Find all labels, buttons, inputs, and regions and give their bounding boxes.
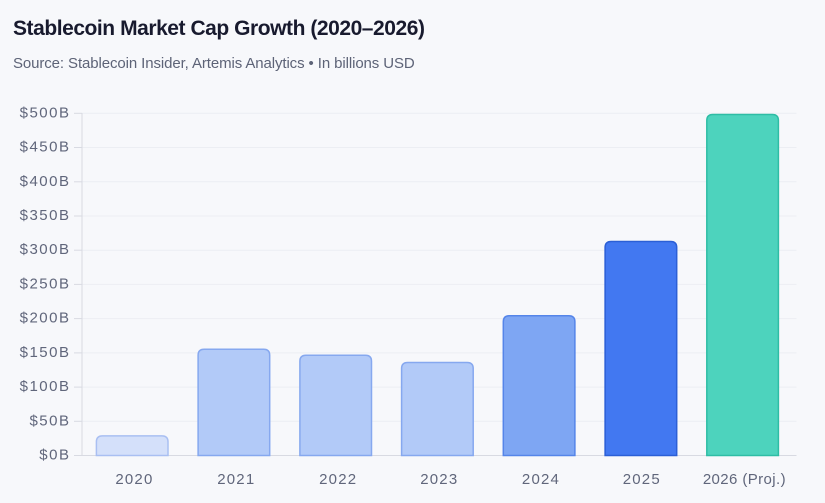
- svg-text:$300B: $300B: [20, 241, 71, 258]
- svg-text:$500B: $500B: [20, 104, 71, 121]
- svg-text:$50B: $50B: [29, 412, 70, 429]
- svg-text:$450B: $450B: [20, 139, 71, 156]
- svg-text:2021: 2021: [217, 471, 255, 488]
- svg-text:$100B: $100B: [20, 378, 71, 395]
- svg-text:2022: 2022: [319, 471, 357, 488]
- svg-text:$0B: $0B: [39, 447, 70, 464]
- svg-text:2024: 2024: [522, 471, 560, 488]
- svg-text:$200B: $200B: [20, 310, 71, 327]
- svg-text:2023: 2023: [420, 471, 458, 488]
- svg-text:$150B: $150B: [20, 344, 71, 361]
- svg-text:2025: 2025: [623, 471, 661, 488]
- svg-text:$400B: $400B: [20, 173, 71, 190]
- svg-text:$350B: $350B: [20, 207, 71, 224]
- svg-text:2026 (Proj.): 2026 (Proj.): [703, 471, 786, 488]
- svg-text:$250B: $250B: [20, 275, 71, 292]
- svg-text:2020: 2020: [115, 471, 153, 488]
